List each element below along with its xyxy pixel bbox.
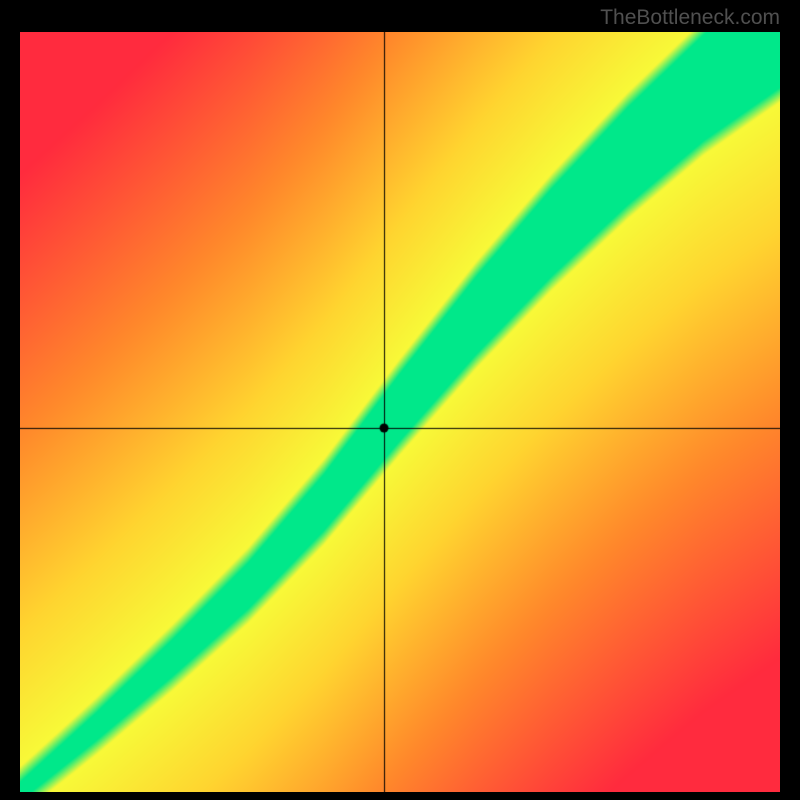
watermark: TheBottleneck.com — [600, 6, 780, 30]
chart-area — [20, 32, 780, 792]
heatmap-canvas — [20, 32, 780, 792]
chart-container: TheBottleneck.com — [0, 0, 800, 800]
